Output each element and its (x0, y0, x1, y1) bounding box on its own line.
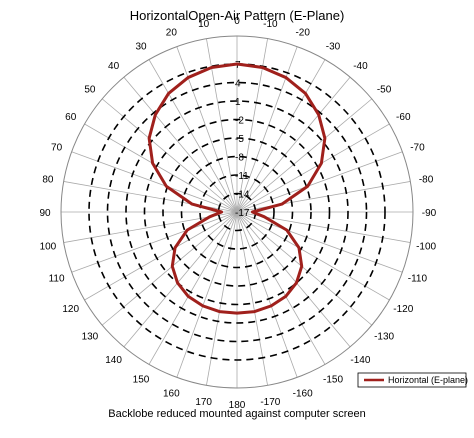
angle-tick-label: 120 (62, 304, 79, 315)
radial-gridline (143, 118, 331, 306)
radial-gridline (180, 155, 294, 269)
spoke-line (206, 211, 238, 386)
spoke-line (236, 98, 373, 213)
angle-tick-label: -120 (393, 304, 413, 315)
angle-tick-label: 110 (49, 274, 65, 285)
angle-tick-label: 10 (198, 19, 210, 30)
spoke-line (236, 151, 403, 213)
angle-tick-label: 80 (42, 175, 54, 186)
spoke-line (236, 211, 326, 365)
spoke-line (71, 211, 238, 273)
angle-tick-label: -70 (410, 142, 425, 153)
angle-tick-label: 0 (234, 16, 240, 27)
spoke-line (236, 211, 298, 378)
spoke-line (236, 211, 268, 386)
chart-title: HorizontalOpen-Air Pattern (E-Plane) (130, 8, 345, 23)
radial-tick-label: -8 (235, 153, 244, 164)
angle-tick-label: -20 (295, 28, 310, 39)
angle-tick-labels: 0 -10 -20 -30 -40 -50 -60 -70 -80 -90 -100 -110 -120… (39, 16, 436, 411)
radial-tick-label: -5 (235, 134, 244, 145)
angle-tick-label: 100 (40, 241, 57, 252)
angle-tick-label: 130 (82, 331, 99, 342)
radial-gridline (125, 100, 349, 324)
spoke-line (176, 211, 238, 378)
radial-tick-label: -11 (235, 171, 249, 182)
spoke-line (236, 211, 351, 348)
radial-gridline (199, 174, 275, 250)
spoke-line (236, 211, 373, 326)
angle-tick-label: -60 (396, 112, 411, 123)
legend-box (357, 372, 467, 388)
spoke-line (101, 211, 238, 326)
angle-tick-label: -40 (353, 61, 368, 72)
angle-tick-label: -30 (326, 42, 341, 53)
angle-tick-label: -100 (416, 241, 436, 252)
angle-tick-label: 160 (163, 388, 180, 399)
radial-tick-label: -17 (235, 208, 250, 219)
spoke-line (84, 123, 238, 213)
radial-tick-label: 4 (235, 79, 241, 90)
spoke-line (236, 59, 326, 213)
spoke-line (176, 46, 238, 213)
angle-tick-label: -130 (374, 331, 394, 342)
angle-tick-label: -170 (260, 397, 280, 408)
radial-tick-labels: 741-2-5-8-11-14-17 (235, 60, 250, 219)
legend-label: Horizontal (E-plane) (388, 375, 468, 385)
spoke-line (148, 211, 238, 365)
spoke-line (84, 211, 238, 301)
radial-tick-label: -14 (235, 190, 250, 201)
spoke-line (236, 123, 390, 213)
angle-tick-label: -50 (377, 85, 392, 96)
angle-tick-label: 60 (65, 112, 77, 123)
radial-tick-label: -2 (235, 116, 244, 127)
angle-tick-label: 150 (133, 374, 150, 385)
angle-tick-label: 70 (51, 142, 63, 153)
spoke-line (236, 211, 403, 273)
angle-tick-label: -140 (350, 355, 370, 366)
spoke-line (123, 211, 238, 348)
spoke-line (101, 98, 238, 213)
angle-tick-label: -10 (263, 19, 278, 30)
angle-tick-label: 140 (105, 355, 122, 366)
spoke-line (236, 46, 298, 213)
angle-tick-label: -90 (422, 208, 437, 219)
radial-gridline (162, 137, 312, 287)
series-layer (147, 62, 327, 315)
spoke-line (71, 151, 238, 213)
outer-circle (60, 35, 414, 389)
angle-tick-label: 30 (135, 42, 147, 53)
spoke-line (148, 59, 238, 213)
spoke-line (236, 76, 351, 213)
series-line (147, 62, 327, 315)
angle-tick-label: 170 (195, 397, 212, 408)
radial-tick-label: 1 (235, 97, 241, 108)
radial-gridline (106, 81, 368, 343)
angle-tick-label: -80 (419, 175, 434, 186)
angle-tick-label: -110 (408, 274, 428, 285)
angle-tick-label: -150 (323, 374, 343, 385)
angle-tick-label: 20 (166, 28, 178, 39)
legend: Horizontal (E-plane) (357, 372, 468, 388)
polar-grid (60, 35, 414, 389)
angle-tick-label: 40 (108, 61, 120, 72)
angle-tick-label: 180 (229, 400, 246, 411)
angle-tick-label: 50 (84, 85, 96, 96)
spoke-line (123, 76, 238, 213)
chart-caption: Backlobe reduced mounted against compute… (108, 408, 366, 420)
angle-tick-label: -160 (293, 388, 313, 399)
angle-tick-label: 90 (39, 208, 51, 219)
spoke-line (236, 211, 390, 301)
